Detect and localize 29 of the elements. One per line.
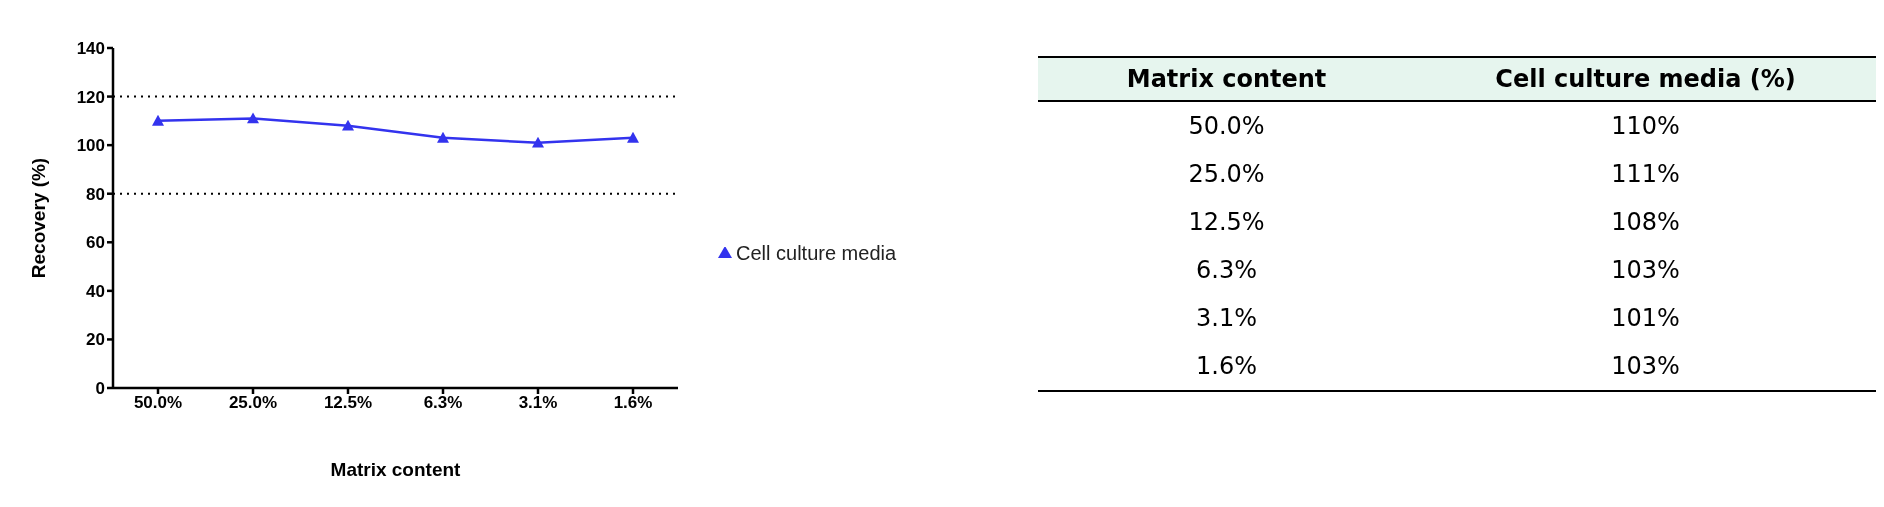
y-tick-label: 140: [76, 39, 105, 59]
x-tick-label: 6.3%: [423, 393, 463, 413]
y-axis-title: Recovery (%): [27, 157, 49, 279]
legend-label: Cell culture media: [736, 241, 897, 264]
y-tick-label: 20: [86, 330, 105, 350]
x-tick-label: 1.6%: [613, 393, 653, 413]
y-tick-label: 100: [76, 136, 105, 156]
y-tick-label: 60: [86, 233, 105, 253]
x-axis-title: Matrix content: [330, 459, 462, 480]
category-label: 12.5%: [1188, 208, 1265, 236]
text: 101%: [1610, 303, 1681, 334]
y-tick-label: 40: [86, 281, 105, 301]
category-label: 50.0%: [1188, 112, 1265, 140]
y-tick-label: 120: [76, 87, 105, 107]
text: 103%: [1610, 351, 1681, 382]
x-tick-label: 12.5%: [323, 393, 373, 413]
x-tick-label: 25.0%: [228, 393, 278, 413]
category-label: 1.6%: [1196, 352, 1258, 380]
category-label: 25.0%: [1188, 160, 1265, 188]
category-label: 3.1%: [1196, 304, 1258, 332]
y-tick-label: 0: [95, 379, 105, 399]
x-tick-label: 3.1%: [518, 393, 558, 413]
y-tick-label: 80: [86, 184, 105, 204]
text: 103%: [1610, 255, 1681, 286]
text: 108%: [1610, 207, 1681, 238]
category-label: 6.3%: [1196, 256, 1258, 284]
x-tick-label: 50.0%: [133, 393, 183, 413]
text: 110%: [1610, 111, 1681, 142]
text: 111%: [1610, 159, 1681, 190]
